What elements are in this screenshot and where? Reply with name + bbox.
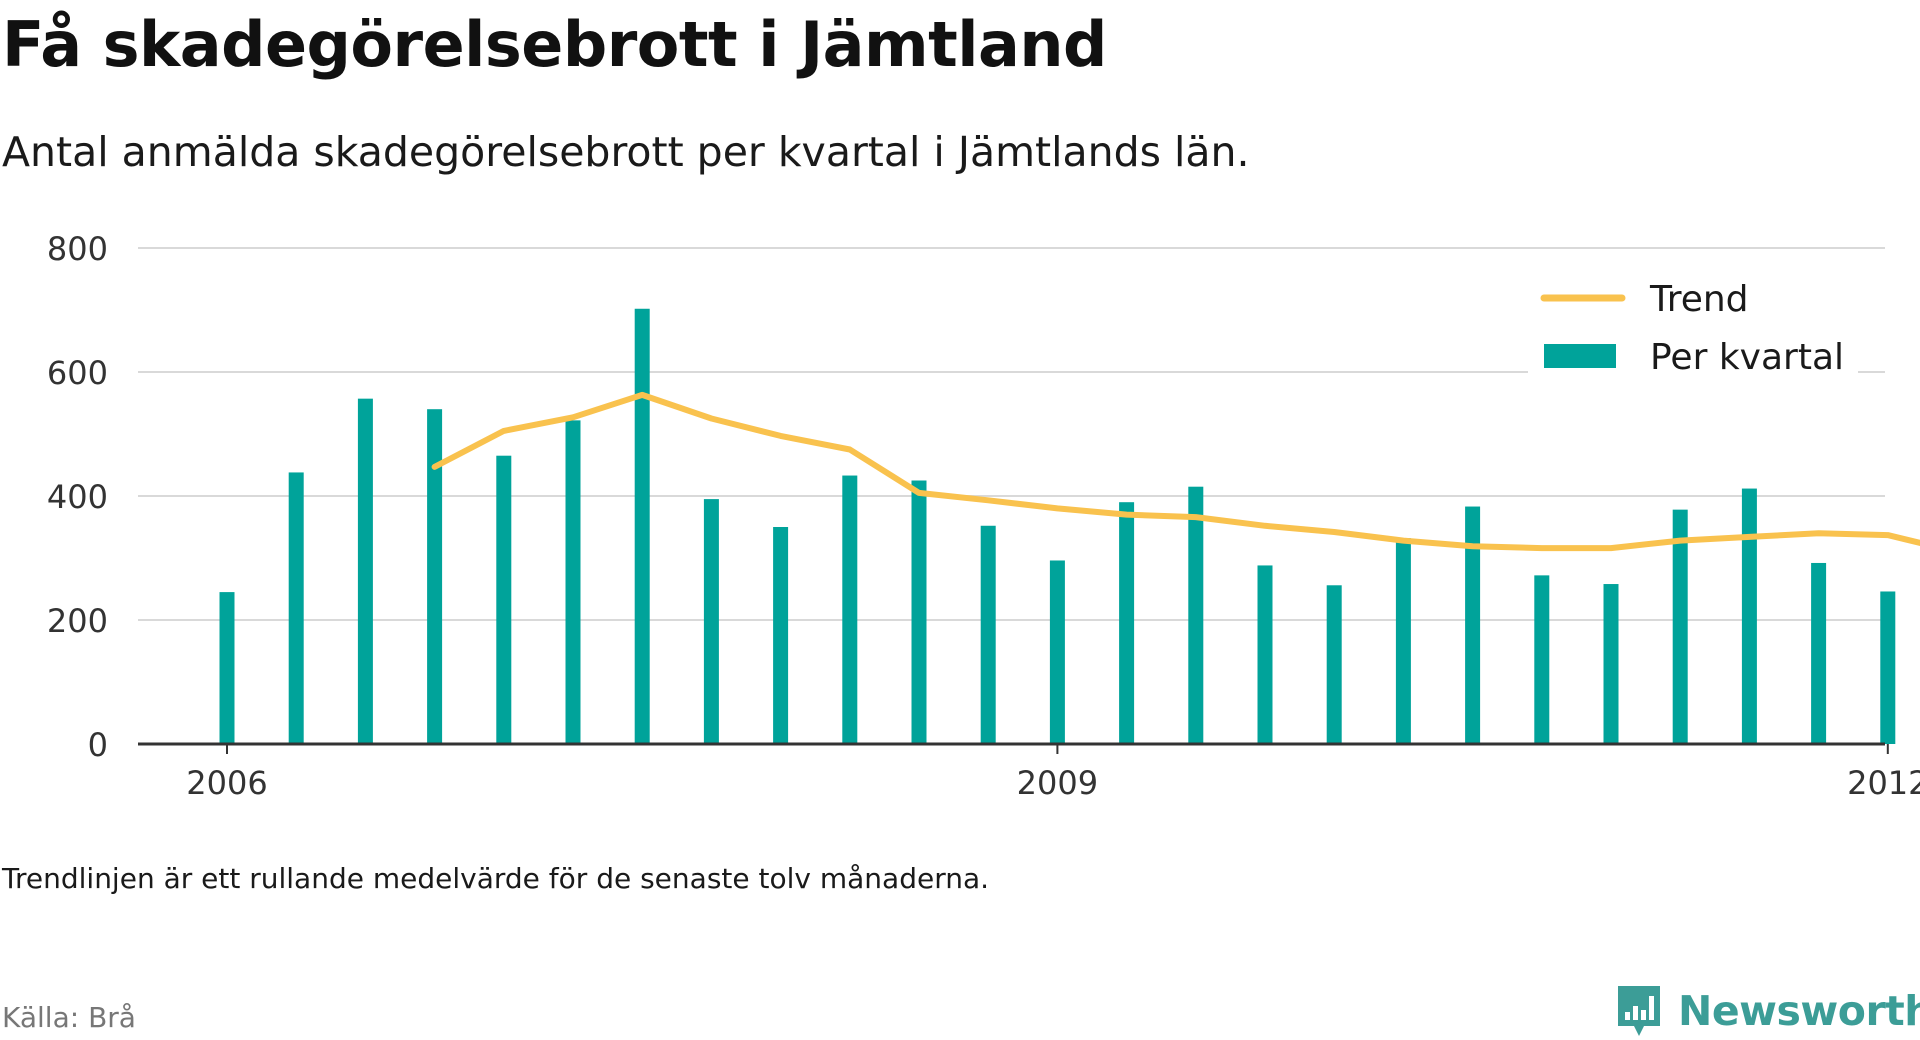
y-tick-label: 800 xyxy=(47,230,108,268)
bar xyxy=(1119,502,1135,744)
source-credit: Källa: Brå xyxy=(2,1001,136,1034)
trend-line xyxy=(431,391,1920,552)
trend-line-group xyxy=(431,391,1920,552)
y-tick-label: 200 xyxy=(47,602,108,640)
legend-trend-label: Trend xyxy=(1649,279,1749,320)
bar xyxy=(703,499,719,744)
newsworthy-logo-icon xyxy=(1618,986,1660,1036)
chart-subtitle: Antal anmälda skadegörelsebrott per kvar… xyxy=(2,128,1250,176)
bar xyxy=(980,525,996,744)
bar xyxy=(1741,488,1757,744)
bar xyxy=(1326,585,1342,744)
x-tick-label: 2009 xyxy=(1017,764,1098,802)
x-axis: 2006200920122015201820212023 xyxy=(138,742,1920,802)
bar xyxy=(357,398,373,744)
brand-name: Newsworthy xyxy=(1678,987,1920,1035)
bar xyxy=(911,480,927,744)
y-tick-label: 0 xyxy=(88,726,108,764)
legend-bars-label: Per kvartal xyxy=(1650,337,1844,378)
bar xyxy=(496,455,512,744)
bar xyxy=(1257,565,1273,744)
bar xyxy=(219,592,235,744)
bar xyxy=(1395,538,1411,744)
bar xyxy=(773,527,789,744)
legend-bars-swatch xyxy=(1544,344,1616,368)
legend: Trend Per kvartal xyxy=(1528,268,1858,378)
bar xyxy=(427,409,443,744)
bar xyxy=(288,472,304,744)
y-axis-ticks: 0 200 400 600 800 xyxy=(47,230,108,764)
chart-note: Trendlinjen är ett rullande medelvärde f… xyxy=(2,862,990,895)
bar xyxy=(1049,560,1065,744)
bar xyxy=(842,475,858,744)
bar xyxy=(1188,486,1204,744)
y-tick-label: 400 xyxy=(47,478,108,516)
bar xyxy=(1672,509,1688,744)
bars-per-kvartal xyxy=(219,308,1896,744)
bar xyxy=(1465,506,1481,744)
chart-title: Få skadegörelsebrott i Jämtland xyxy=(2,8,1107,81)
y-tick-label: 600 xyxy=(47,354,108,392)
brand-logo: Newsworthy xyxy=(1614,982,1920,1040)
bar xyxy=(565,420,581,744)
bar xyxy=(634,308,650,744)
x-tick-label: 2006 xyxy=(186,764,267,802)
bar xyxy=(1811,562,1827,744)
bar xyxy=(1880,591,1896,744)
x-tick-label: 2012 xyxy=(1847,764,1920,802)
bar xyxy=(1534,575,1550,744)
bar xyxy=(1603,584,1619,744)
